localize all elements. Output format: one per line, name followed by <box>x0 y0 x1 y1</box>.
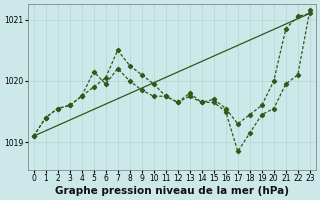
X-axis label: Graphe pression niveau de la mer (hPa): Graphe pression niveau de la mer (hPa) <box>55 186 289 196</box>
